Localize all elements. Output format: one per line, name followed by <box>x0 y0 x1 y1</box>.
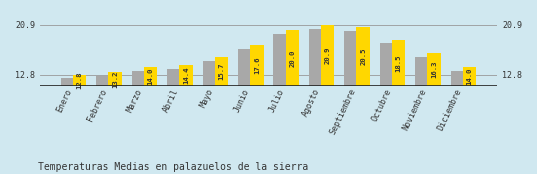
Bar <box>321 25 335 154</box>
Bar <box>144 67 157 154</box>
Text: Temperaturas Medias en palazuelos de la sierra: Temperaturas Medias en palazuelos de la … <box>38 162 308 172</box>
Text: 18.5: 18.5 <box>396 54 402 72</box>
Text: 20.0: 20.0 <box>289 49 295 67</box>
Bar <box>415 57 429 154</box>
Text: 17.6: 17.6 <box>254 57 260 74</box>
Bar <box>309 29 322 154</box>
Text: 16.3: 16.3 <box>431 61 437 78</box>
Bar <box>96 76 110 154</box>
Bar <box>108 72 122 154</box>
Text: 20.5: 20.5 <box>360 48 366 65</box>
Text: 15.7: 15.7 <box>219 63 224 80</box>
Bar <box>179 65 193 154</box>
Bar <box>238 49 251 154</box>
Bar <box>344 31 358 154</box>
Bar <box>167 69 180 154</box>
Bar <box>286 30 299 154</box>
Bar <box>392 40 405 154</box>
Bar <box>132 71 145 154</box>
Text: 13.2: 13.2 <box>112 70 118 88</box>
Bar <box>380 43 393 154</box>
Bar <box>273 34 287 154</box>
Text: 20.9: 20.9 <box>325 47 331 64</box>
Bar <box>451 71 464 154</box>
Text: 14.4: 14.4 <box>183 67 189 84</box>
Bar <box>250 45 264 154</box>
Text: 12.8: 12.8 <box>76 72 83 89</box>
Bar <box>215 57 228 154</box>
Bar <box>357 27 370 154</box>
Bar <box>61 78 74 154</box>
Bar <box>463 67 476 154</box>
Bar <box>73 75 86 154</box>
Bar <box>427 53 441 154</box>
Text: 14.0: 14.0 <box>467 68 473 85</box>
Bar <box>202 61 216 154</box>
Text: 14.0: 14.0 <box>148 68 154 85</box>
